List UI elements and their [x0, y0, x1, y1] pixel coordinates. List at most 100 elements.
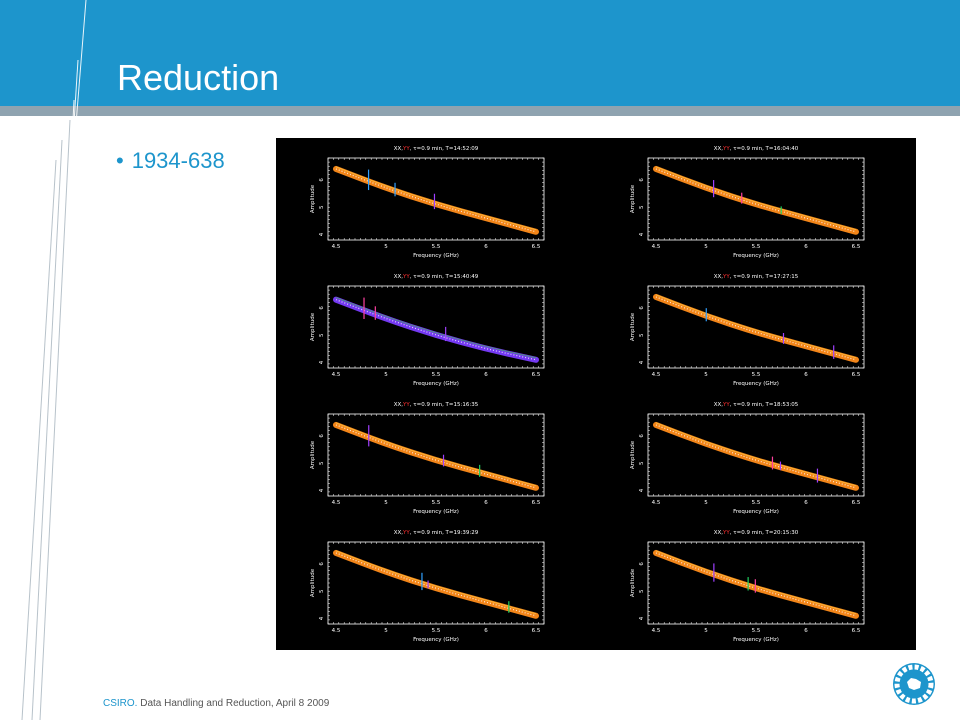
x-tick-label: 4.5	[652, 500, 661, 506]
footer: CSIRO. Data Handling and Reduction, Apri…	[103, 697, 329, 711]
data-trace	[653, 293, 859, 363]
x-axis-label: Frequency (GHz)	[733, 381, 779, 387]
plot-title-rest: , τ=0.9 min, T=16:04:40	[730, 146, 799, 152]
plot-title-xx: XX,	[394, 402, 404, 408]
plot-title: XX,YY, τ=0.9 min, T=16:04:40	[714, 146, 799, 152]
plot-title-yy: YY	[402, 274, 410, 280]
data-trace-upper	[655, 166, 857, 231]
amplitude-plot: XX,YY, τ=0.9 min, T=18:53:05 4.5 5 5.5 6 6.5 6…	[630, 402, 865, 515]
x-tick-label: 5.5	[752, 372, 761, 378]
amplitude-plot: XX,YY, τ=0.9 min, T=20:15:30 4.5 5 5.5 6 6.5 6…	[630, 530, 865, 643]
y-tick-label: 4	[319, 360, 325, 364]
x-tick-label: 6.5	[852, 244, 861, 250]
plot-title: XX,YY, τ=0.9 min, T=17:27:15	[714, 274, 799, 280]
decorative-lines	[21, 0, 105, 720]
plot-title: XX,YY, τ=0.9 min, T=14:52:09	[394, 146, 479, 152]
y-tick-label: 6	[639, 306, 645, 310]
x-tick-label: 5	[704, 500, 708, 506]
x-tick-label: 4.5	[652, 628, 661, 634]
y-tick-label: 5	[639, 461, 645, 465]
x-tick-label: 6.5	[532, 500, 541, 506]
plot-title-xx: XX,	[714, 530, 724, 536]
amplitude-plot: XX,YY, τ=0.9 min, T=19:39:29 4.5 5 5.5 6 6.5 6…	[310, 530, 545, 643]
y-axis-label: Amplitude	[310, 184, 316, 213]
x-tick-label: 5.5	[432, 244, 441, 250]
data-trace	[653, 421, 859, 491]
bullet-marker: •	[116, 148, 124, 173]
x-tick-label: 6.5	[852, 372, 861, 378]
bullet-text: 1934-638	[131, 148, 225, 173]
y-axis-label: Amplitude	[310, 312, 316, 341]
x-tick-label: 4.5	[332, 244, 341, 250]
plot-title-rest: , τ=0.9 min, T=15:16:35	[410, 402, 479, 408]
x-tick-label: 6	[804, 372, 808, 378]
x-tick-label: 5.5	[752, 244, 761, 250]
data-trace	[333, 421, 539, 491]
x-axis-label: Frequency (GHz)	[733, 637, 779, 643]
y-axis-label: Amplitude	[630, 312, 636, 341]
y-tick-label: 6	[319, 434, 325, 438]
x-tick-label: 5	[384, 628, 388, 634]
y-tick-label: 4	[639, 360, 645, 364]
data-trace-upper	[335, 550, 537, 615]
x-tick-label: 6.5	[852, 500, 861, 506]
y-axis-label: Amplitude	[630, 440, 636, 469]
x-tick-label: 4.5	[332, 372, 341, 378]
plot-title-rest: , τ=0.9 min, T=17:27:15	[730, 274, 799, 280]
y-tick-label: 5	[319, 205, 325, 209]
x-axis-label: Frequency (GHz)	[413, 381, 459, 387]
y-tick-label: 6	[639, 562, 645, 566]
x-tick-label: 5.5	[432, 372, 441, 378]
x-tick-label: 5	[384, 372, 388, 378]
plot-title-yy: YY	[402, 146, 410, 152]
amplitude-plot: XX,YY, τ=0.9 min, T=15:16:35 4.5 5 5.5 6 6.5 6…	[310, 402, 545, 515]
x-tick-label: 4.5	[652, 372, 661, 378]
csiro-logo-icon	[893, 663, 935, 705]
plot-title: XX,YY, τ=0.9 min, T=15:40:49	[394, 274, 479, 280]
y-tick-label: 4	[319, 616, 325, 620]
slide-title: Reduction	[117, 57, 280, 98]
amplitude-plot: XX,YY, τ=0.9 min, T=16:04:40 4.5 5 5.5 6 6.5 6…	[630, 146, 865, 259]
x-tick-label: 5	[704, 372, 708, 378]
x-axis-label: Frequency (GHz)	[413, 253, 459, 259]
y-tick-label: 5	[639, 589, 645, 593]
data-trace-upper	[335, 166, 537, 231]
plot-title-xx: XX,	[394, 530, 404, 536]
plot-title-yy: YY	[722, 402, 730, 408]
data-trace	[333, 296, 539, 363]
header-shadow-band	[0, 106, 960, 116]
x-tick-label: 4.5	[332, 628, 341, 634]
plot-title-rest: , τ=0.9 min, T=15:40:49	[410, 274, 479, 280]
y-tick-label: 4	[319, 232, 325, 236]
y-tick-label: 5	[639, 205, 645, 209]
x-tick-label: 6.5	[532, 628, 541, 634]
x-tick-label: 6	[484, 244, 488, 250]
y-tick-label: 6	[639, 178, 645, 182]
x-tick-label: 5.5	[432, 500, 441, 506]
y-axis-label: Amplitude	[630, 568, 636, 597]
x-tick-label: 5	[384, 244, 388, 250]
x-tick-label: 6	[484, 500, 488, 506]
x-axis-label: Frequency (GHz)	[413, 509, 459, 515]
plot-title-rest: , τ=0.9 min, T=20:15:30	[730, 530, 799, 536]
y-tick-label: 6	[639, 434, 645, 438]
plot-title-xx: XX,	[394, 146, 404, 152]
x-tick-label: 5	[704, 244, 708, 250]
y-tick-label: 4	[639, 232, 645, 236]
data-trace	[653, 165, 859, 235]
data-trace-upper	[335, 297, 537, 359]
x-tick-label: 4.5	[332, 500, 341, 506]
data-trace-upper	[655, 294, 857, 359]
x-tick-label: 5.5	[752, 628, 761, 634]
y-tick-label: 6	[319, 178, 325, 182]
plot-title-rest: , τ=0.9 min, T=19:39:29	[410, 530, 479, 536]
x-axis-label: Frequency (GHz)	[733, 509, 779, 515]
y-tick-label: 6	[319, 562, 325, 566]
x-tick-label: 5	[704, 628, 708, 634]
plot-title-yy: YY	[722, 146, 730, 152]
plot-title-xx: XX,	[394, 274, 404, 280]
x-tick-label: 6.5	[532, 372, 541, 378]
plot-title-xx: XX,	[714, 402, 724, 408]
y-tick-label: 6	[319, 306, 325, 310]
